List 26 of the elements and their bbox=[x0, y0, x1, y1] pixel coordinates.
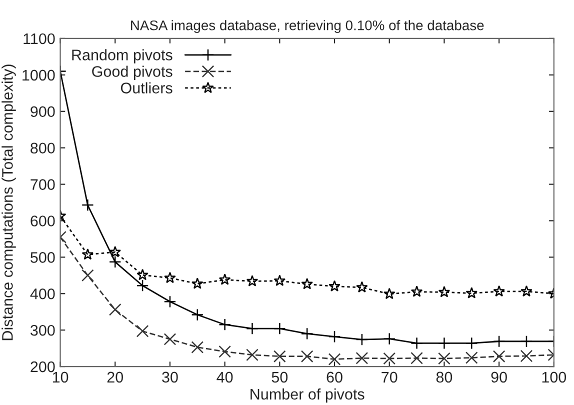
x-tick-label: 30 bbox=[162, 372, 178, 383]
x-tick-label: 40 bbox=[216, 372, 233, 383]
y-tick-label: 800 bbox=[30, 142, 55, 154]
y-tick-label: 600 bbox=[30, 216, 55, 226]
y-axis-title: Distance computations (Total complexity) bbox=[2, 64, 16, 340]
y-tick-label: 1100 bbox=[24, 33, 55, 44]
y-tick-label: 400 bbox=[30, 288, 55, 300]
x-tick-label: 70 bbox=[382, 372, 398, 383]
y-tick-label: 700 bbox=[30, 179, 55, 190]
x-tick-label: 20 bbox=[107, 372, 124, 383]
y-tick-label: 500 bbox=[30, 252, 55, 263]
x-axis-title: Number of pivots bbox=[250, 388, 364, 403]
x-tick-label: 50 bbox=[272, 372, 288, 383]
x-tick-label: 100 bbox=[542, 372, 566, 383]
y-tick-label: 300 bbox=[30, 324, 55, 336]
x-tick-label: 10 bbox=[52, 372, 68, 383]
y-tick-label: 900 bbox=[30, 106, 55, 118]
legend-label: Random pivots bbox=[72, 49, 172, 64]
y-tick-label: 1000 bbox=[22, 70, 55, 81]
x-tick-label: 60 bbox=[326, 372, 342, 383]
chart-title: NASA images database, retrieving 0.10% of the database bbox=[131, 20, 484, 34]
x-tick-label: 80 bbox=[436, 372, 452, 383]
x-tick-label: 90 bbox=[491, 372, 507, 383]
y-tick-label: 200 bbox=[30, 361, 55, 372]
legend-label: Outliers bbox=[120, 82, 172, 94]
legend-label: Good pivots bbox=[92, 66, 172, 80]
